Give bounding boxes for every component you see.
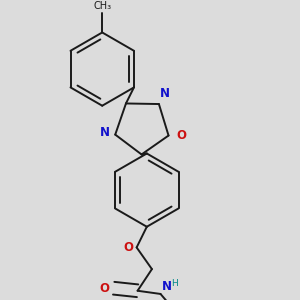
Text: O: O bbox=[123, 241, 134, 254]
Text: CH₃: CH₃ bbox=[93, 1, 111, 11]
Text: N: N bbox=[162, 280, 172, 293]
Text: N: N bbox=[160, 87, 170, 100]
Text: H: H bbox=[171, 279, 178, 288]
Text: N: N bbox=[100, 126, 110, 139]
Text: O: O bbox=[100, 282, 110, 295]
Text: O: O bbox=[176, 129, 186, 142]
